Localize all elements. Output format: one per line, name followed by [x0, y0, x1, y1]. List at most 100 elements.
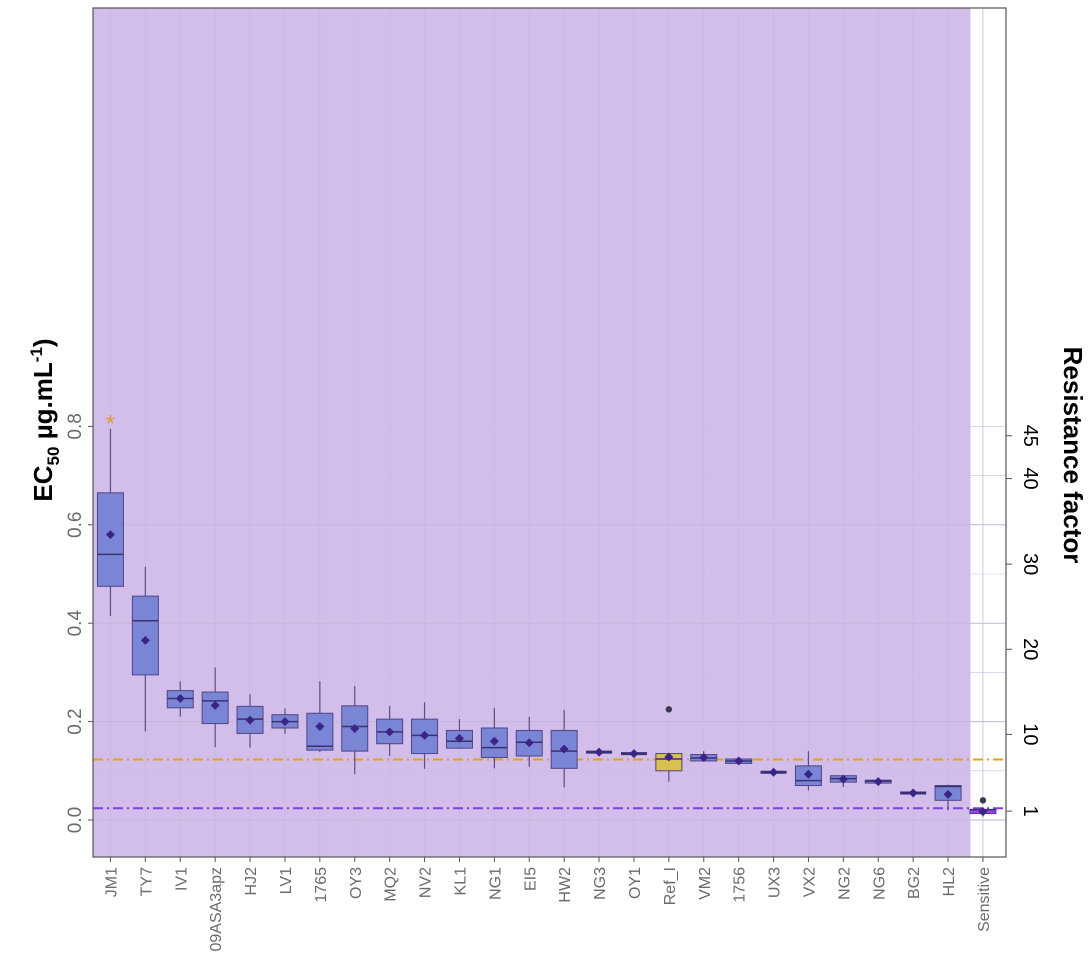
mean-marker	[524, 738, 534, 748]
mean-marker	[594, 747, 604, 757]
mean-marker	[350, 723, 360, 733]
reference-lines	[93, 758, 1006, 810]
mean-marker	[245, 715, 255, 725]
mean-marker	[105, 530, 115, 540]
mean-marker	[559, 744, 569, 754]
mean-marker	[420, 730, 430, 740]
box	[96, 492, 124, 587]
boxplot-NG3	[586, 747, 613, 757]
x-tick-label: OY3	[348, 867, 365, 899]
secondary-tick-label: 10	[1019, 723, 1041, 745]
y-axis-title: EC50 µg.mL-1)	[27, 338, 63, 501]
y-tick-label: 0.4	[65, 610, 86, 637]
boxplot-HJ2	[236, 694, 264, 748]
x-tick-label: NG6	[871, 867, 888, 900]
box	[131, 595, 159, 676]
x-tick-label: UX3	[767, 867, 784, 898]
mean-marker	[664, 752, 674, 762]
boxplot-HL2	[934, 784, 962, 811]
x-tick-label: NV2	[418, 867, 435, 898]
boxplot-VX2	[794, 751, 822, 791]
boxplot-LV1	[271, 708, 299, 734]
boxplot-TY7	[131, 566, 159, 732]
boxplot-VM2	[690, 751, 718, 763]
mean-marker	[140, 635, 150, 645]
mean-marker	[699, 753, 709, 763]
y-tick-label: 0.2	[65, 708, 86, 734]
y-axis-title-unit: µg.mL	[28, 362, 58, 446]
y-axis-title-subscript: 50	[44, 447, 63, 466]
box	[306, 712, 334, 751]
mean-marker	[489, 736, 499, 746]
secondary-axis-title: Resistance factor	[1058, 347, 1088, 564]
boxplot-MQ2	[376, 705, 404, 757]
x-tick-label: IV1	[173, 867, 190, 891]
x-tick-label: EI5	[522, 867, 539, 891]
secondary-tick-label: 30	[1019, 553, 1041, 575]
x-tick-label: 09ASA3apz	[208, 867, 225, 952]
x-tick-label: BG2	[906, 867, 923, 899]
y-tick-label: 0.8	[65, 413, 86, 439]
x-tick-label: TY7	[138, 867, 155, 896]
x-tick-label: MQ2	[383, 867, 400, 902]
significance-asterisk: *	[106, 410, 115, 437]
mean-marker	[210, 700, 220, 710]
y-axis-title-main: EC	[28, 465, 58, 501]
mean-marker	[943, 789, 953, 799]
mean-marker	[978, 807, 988, 817]
mean-marker	[908, 788, 918, 798]
y-tick-label: 0.0	[65, 807, 86, 833]
boxplots: *	[96, 410, 997, 817]
x-tick-label: JM1	[103, 867, 120, 897]
mean-marker	[385, 727, 395, 737]
mean-marker	[454, 733, 464, 743]
mean-marker	[315, 722, 325, 732]
boxplot-KL1	[445, 719, 473, 749]
x-tick-label: KL1	[452, 867, 469, 896]
box	[550, 729, 578, 769]
boxplot-BG2	[900, 788, 927, 798]
x-tick-label: HJ2	[243, 867, 260, 896]
boxplot-NG6	[864, 777, 892, 787]
axes: 0.0 0.2 0.4 0.6 0.8 1 10 20 30 40 45 JM1 TY7 IV1 09ASA…	[65, 413, 1041, 951]
x-tick-label: OY1	[627, 867, 644, 899]
boxplot-09ASA3apz	[201, 667, 229, 748]
boxplot-IV1	[166, 681, 194, 717]
plot-border	[92, 7, 1007, 858]
boxplot-Sensitive	[969, 797, 997, 817]
x-tick-label: Sensitive	[976, 867, 993, 932]
sensitive-column-background	[970, 8, 1006, 857]
x-tick-label: VM2	[697, 867, 714, 900]
x-tick-label: 1756	[732, 867, 749, 903]
y-tick-label: 0.6	[65, 512, 86, 538]
x-tick-label: HL2	[941, 867, 958, 896]
x-tick-label: LV1	[278, 867, 295, 894]
boxplot-HW2	[550, 709, 578, 788]
x-tick-label: 1765	[313, 867, 330, 903]
x-tick-label: VX2	[801, 867, 818, 897]
x-tick-label: NG1	[487, 867, 504, 900]
mean-marker	[838, 774, 848, 784]
secondary-tick-label: 40	[1019, 467, 1041, 489]
boxplot-UX3	[760, 767, 787, 777]
secondary-tick-label: 20	[1019, 638, 1041, 660]
mean-marker	[769, 767, 779, 777]
mean-marker	[629, 749, 639, 759]
y-axis-title-close: )	[28, 338, 58, 347]
secondary-tick-label: 1	[1019, 806, 1041, 817]
boxplot-Ref_I	[655, 706, 683, 782]
boxplot-OY1	[620, 749, 647, 759]
outlier-point	[665, 706, 673, 713]
mean-marker	[280, 717, 290, 727]
boxplot-EI5	[515, 716, 543, 767]
secondary-tick-label: 45	[1019, 425, 1041, 447]
x-tick-label: HW2	[557, 867, 574, 903]
x-tick-label: NG2	[836, 867, 853, 900]
mean-marker	[803, 769, 813, 779]
outlier-point	[979, 797, 987, 804]
mean-marker	[734, 756, 744, 766]
x-tick-label: NG3	[592, 867, 609, 900]
boxplot-NV2	[411, 702, 439, 769]
boxplot-JM1	[96, 428, 124, 616]
